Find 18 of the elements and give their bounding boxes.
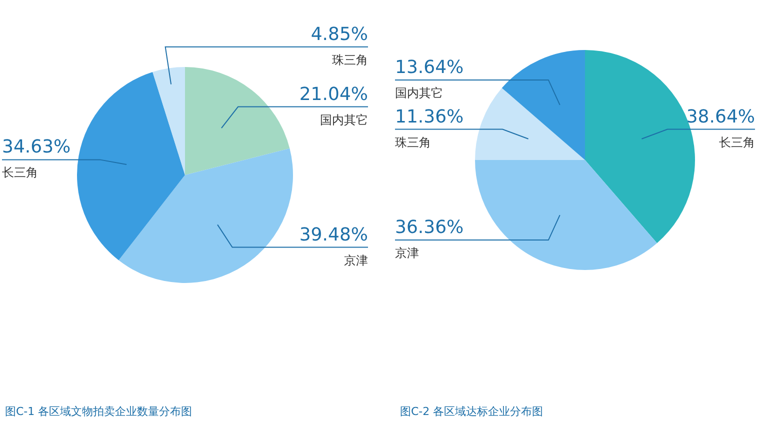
slice-label: 珠三角 xyxy=(332,52,368,67)
data-label: 11.36% xyxy=(395,106,464,128)
data-label: 21.04% xyxy=(299,84,368,105)
data-label: 36.36% xyxy=(395,217,464,238)
data-label: 38.64% xyxy=(686,106,755,128)
slice-label: 京津 xyxy=(395,246,419,260)
slice-label: 国内其它 xyxy=(320,112,368,127)
slice-label: 国内其它 xyxy=(395,86,443,100)
text: 图C-1 各区域文物拍卖企业数量分布图 xyxy=(5,405,192,418)
slice-label: 长三角 xyxy=(2,166,38,180)
data-label: 39.48% xyxy=(299,224,368,246)
text: 图C-2 各区域达标企业分布图 xyxy=(400,405,544,418)
data-label: 34.63% xyxy=(2,136,71,158)
slice-label: 京津 xyxy=(344,253,368,268)
slice-label: 长三角 xyxy=(719,135,755,150)
data-label: 4.85% xyxy=(310,24,368,45)
data-label: 13.64% xyxy=(395,56,464,78)
slice-label: 珠三角 xyxy=(395,135,431,150)
